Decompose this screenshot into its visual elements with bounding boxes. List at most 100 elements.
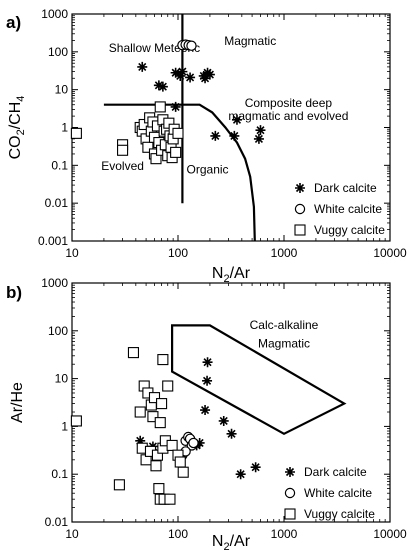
series-vuggy-calcite bbox=[70, 101, 184, 165]
legend-label: Dark calcite bbox=[304, 465, 367, 479]
asterisk-point bbox=[157, 81, 168, 92]
circle-point bbox=[188, 437, 199, 449]
square-point bbox=[166, 439, 178, 451]
asterisk-point bbox=[255, 125, 266, 136]
square-point bbox=[164, 493, 176, 505]
square-point bbox=[154, 101, 166, 113]
y-tick-label: 1 bbox=[61, 121, 68, 135]
asterisk-point bbox=[170, 101, 181, 112]
series-white-calcite bbox=[177, 39, 197, 51]
square-point bbox=[162, 380, 174, 392]
legend: Dark calcite White calcite Vuggy calcite bbox=[284, 465, 375, 521]
square-point bbox=[127, 347, 140, 359]
panel-b: b) 10 100 1000 10000 0.01 0.1 1 10 100 1000 N2/Ar Ar… bbox=[6, 276, 407, 550]
square-point bbox=[150, 153, 162, 165]
asterisk-point bbox=[194, 437, 205, 448]
asterisk-point bbox=[153, 80, 164, 91]
asterisk-point bbox=[137, 61, 148, 72]
asterisk-point bbox=[253, 133, 264, 144]
legend-label: White calcite bbox=[304, 486, 372, 500]
region-label: Composite deep bbox=[245, 96, 333, 110]
legend: Dark calcite White calcite Vuggy calcite bbox=[294, 181, 385, 237]
asterisk-point bbox=[250, 462, 261, 473]
square-point bbox=[134, 406, 146, 418]
legend-label: White calcite bbox=[314, 202, 382, 216]
y-axis-label: CO2/CH4 bbox=[7, 96, 27, 160]
y-tick-label: 0.001 bbox=[38, 234, 68, 248]
square-point bbox=[153, 483, 165, 495]
square-point bbox=[156, 398, 168, 410]
x-tick-label: 10 bbox=[65, 246, 79, 260]
y-tick-label: 1000 bbox=[41, 7, 68, 21]
square-point bbox=[177, 466, 189, 478]
legend-asterisk-icon bbox=[285, 467, 295, 477]
square-point bbox=[174, 456, 186, 468]
x-axis-label: N2/Ar bbox=[212, 265, 251, 285]
region-label: magmatic and evolved bbox=[228, 109, 348, 123]
square-point bbox=[154, 417, 166, 429]
boundary-horizontal bbox=[103, 103, 256, 242]
x-tick-label: 10000 bbox=[373, 246, 407, 260]
asterisk-point bbox=[204, 69, 215, 80]
square-point bbox=[172, 127, 184, 139]
square-point bbox=[147, 411, 159, 423]
y-tick-label: 0.1 bbox=[51, 467, 68, 481]
x-tick-label: 100 bbox=[168, 527, 188, 541]
asterisk-point bbox=[200, 405, 211, 416]
series-vuggy-calcite bbox=[70, 347, 189, 505]
region-label: Calc-alkaline bbox=[250, 318, 319, 332]
asterisk-point bbox=[200, 73, 211, 84]
region-label: Magmatic bbox=[224, 34, 276, 48]
asterisk-point bbox=[210, 130, 221, 141]
region-label: Magmatic bbox=[258, 336, 310, 350]
asterisk-point bbox=[235, 469, 246, 480]
circle-point bbox=[186, 40, 197, 51]
legend-circle-icon bbox=[284, 487, 296, 499]
square-point bbox=[70, 127, 82, 139]
y-axis-label: Ar/He bbox=[9, 382, 26, 423]
region-label: Organic bbox=[187, 163, 229, 177]
y-tick-label: 100 bbox=[48, 324, 68, 338]
square-point bbox=[150, 460, 162, 472]
square-point bbox=[148, 392, 161, 404]
square-point bbox=[117, 144, 129, 156]
x-tick-label: 10000 bbox=[373, 527, 407, 541]
y-tick-label: 10 bbox=[55, 372, 69, 386]
legend-label: Dark calcite bbox=[314, 181, 377, 195]
asterisk-point bbox=[135, 435, 146, 446]
x-tick-label: 1000 bbox=[271, 527, 298, 541]
legend-label: Vuggy calcite bbox=[314, 223, 385, 237]
asterisk-point bbox=[202, 357, 213, 368]
legend-square-icon bbox=[294, 224, 306, 236]
y-tick-label: 1000 bbox=[41, 276, 68, 290]
square-point bbox=[113, 479, 125, 491]
y-tick-label: 100 bbox=[48, 45, 68, 59]
y-tick-label: 10 bbox=[55, 83, 69, 97]
legend-asterisk-icon bbox=[295, 183, 305, 193]
boundary-calc-alkaline-field bbox=[171, 324, 347, 436]
asterisk-point bbox=[231, 114, 242, 125]
y-tick-label: 1 bbox=[61, 419, 68, 433]
asterisk-point bbox=[170, 67, 181, 78]
x-tick-label: 100 bbox=[168, 246, 188, 260]
panel-label: a) bbox=[6, 13, 21, 32]
square-point bbox=[170, 146, 182, 158]
asterisk-point bbox=[226, 428, 237, 439]
asterisk-point bbox=[202, 375, 213, 386]
asterisk-point bbox=[218, 415, 229, 426]
square-point bbox=[142, 141, 154, 153]
panel-a: a) 10 100 1000 10000 0.001 0.01 0.1 1 10 100 1000 N2… bbox=[6, 7, 407, 285]
series-dark-calcite bbox=[137, 61, 266, 144]
plot-frame bbox=[71, 282, 391, 523]
x-tick-label: 10 bbox=[65, 527, 79, 541]
asterisk-point bbox=[229, 130, 240, 141]
panel-label: b) bbox=[6, 283, 22, 302]
x-tick-label: 1000 bbox=[271, 246, 298, 260]
y-tick-label: 0.1 bbox=[51, 158, 68, 172]
legend-square-icon bbox=[284, 508, 296, 520]
y-tick-label: 0.01 bbox=[45, 515, 69, 529]
square-point bbox=[157, 354, 169, 366]
region-label: Evolved bbox=[101, 159, 144, 173]
square-point bbox=[70, 415, 82, 427]
asterisk-point bbox=[185, 72, 196, 83]
